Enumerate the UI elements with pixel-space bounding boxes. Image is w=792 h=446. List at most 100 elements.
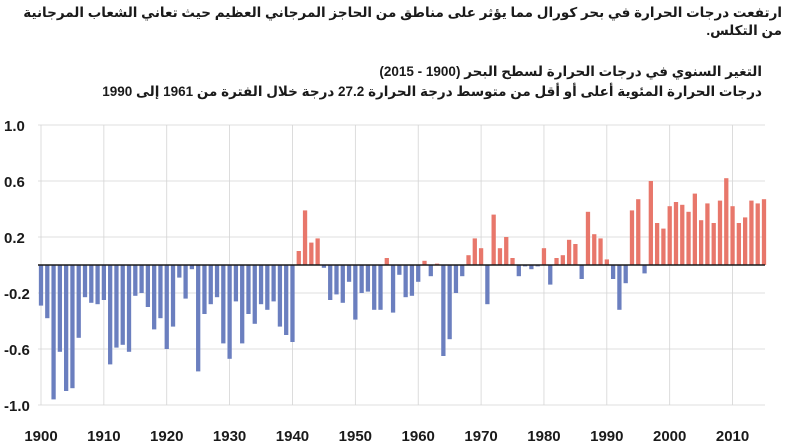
bar-1976	[516, 265, 521, 277]
x-tick-label: 1940	[276, 428, 309, 445]
bar-1933	[246, 265, 251, 314]
y-tick-label: -0.2	[4, 286, 30, 303]
bar-1969	[472, 238, 477, 265]
bar-2010	[730, 206, 735, 265]
bar-1938	[277, 265, 283, 327]
bar-1996	[642, 265, 647, 274]
x-axis-ticks: 1900 1910 1920 1930 1940 1950 1960 1970 1980 1990…	[24, 428, 749, 445]
bar-1914	[126, 265, 132, 352]
x-tick-label: 2000	[653, 428, 686, 445]
bar-1980	[541, 248, 547, 265]
bar-1929	[221, 265, 226, 344]
bar-1924	[189, 265, 195, 270]
x-tick-label: 2010	[716, 428, 749, 445]
bar-1931	[233, 265, 239, 302]
bar-2013	[749, 200, 754, 265]
x-tick-label: 1960	[402, 428, 435, 445]
bar-1989	[598, 238, 603, 265]
bar-1972	[491, 214, 496, 265]
bar-1988	[592, 234, 597, 265]
bar-1918	[152, 265, 157, 330]
bar-1964	[441, 265, 446, 356]
y-tick-label: 1.0	[4, 118, 25, 135]
bar-2011	[736, 223, 741, 265]
chart-subtitle: درجات الحرارة المئوية أعلى أو أقل من متو…	[102, 84, 762, 99]
bars-group	[38, 178, 767, 400]
bar-1947	[334, 265, 339, 295]
bar-1992	[617, 265, 622, 310]
bar-1904	[64, 265, 69, 391]
bar-1978	[529, 265, 534, 270]
bar-1965	[447, 265, 452, 340]
bar-1910	[101, 265, 107, 300]
bar-1927	[208, 265, 213, 305]
bar-1997	[648, 181, 653, 265]
bar-2001	[673, 202, 679, 265]
bar-1925	[196, 265, 201, 372]
bar-1940	[290, 265, 295, 342]
bar-1922	[177, 265, 182, 278]
bar-2000	[667, 206, 672, 265]
y-tick-label: 0.6	[4, 174, 25, 191]
y-axis-ticks: 1.0 0.6 0.2 -0.2 -0.6 -1.0	[4, 118, 30, 415]
bar-1946	[328, 265, 333, 300]
bar-1912	[114, 265, 119, 348]
bar-1903	[57, 265, 62, 352]
chart-title-block: التغير السنوي في درجات الحرارة لسطح البح…	[22, 62, 762, 102]
bar-2002	[680, 204, 685, 265]
bar-1995	[636, 199, 641, 265]
bar-1917	[145, 265, 151, 307]
bar-1960	[416, 265, 421, 282]
bar-1948	[340, 265, 345, 303]
bar-1930	[227, 265, 232, 359]
bar-1901	[45, 265, 50, 319]
bar-1911	[108, 265, 113, 365]
bar-1916	[139, 265, 144, 293]
bar-1943	[309, 242, 314, 265]
bar-1957	[397, 265, 402, 275]
bar-1959	[409, 265, 415, 296]
bar-1942	[302, 210, 308, 265]
bar-1970	[478, 248, 484, 265]
bar-1932	[240, 265, 245, 344]
bar-1986	[579, 265, 584, 279]
bar-1973	[497, 248, 503, 265]
bar-1919	[158, 265, 163, 319]
bar-1968	[466, 255, 471, 265]
bar-1906	[76, 265, 81, 338]
bar-1952	[365, 265, 371, 292]
bar-1984	[566, 239, 572, 265]
x-tick-label: 1920	[150, 428, 183, 445]
bar-1956	[390, 265, 396, 313]
bar-2006	[705, 203, 710, 265]
bar-1966	[453, 265, 459, 293]
bar-1950	[353, 265, 358, 320]
bar-2003	[686, 211, 691, 265]
bar-1981	[548, 265, 553, 285]
y-tick-label: 0.2	[4, 230, 25, 247]
bar-1962	[428, 265, 433, 277]
bar-1941	[296, 251, 301, 265]
x-tick-label: 1980	[527, 428, 560, 445]
bar-1915	[133, 265, 138, 296]
x-tick-label: 1910	[87, 428, 120, 445]
bar-1945	[321, 265, 327, 268]
bar-1923	[183, 265, 188, 299]
bar-1983	[560, 255, 565, 265]
bar-1907	[82, 265, 88, 298]
bar-1987	[585, 211, 591, 265]
bar-2015	[761, 199, 767, 265]
headline: ارتفعت درجات الحرارة في بحر كورال مما يؤ…	[23, 5, 782, 38]
bar-1991	[610, 265, 616, 279]
bar-1913	[120, 265, 125, 345]
x-tick-label: 1900	[24, 428, 57, 445]
x-tick-label: 1950	[339, 428, 372, 445]
y-tick-label: -1.0	[4, 398, 30, 415]
bar-2008	[717, 200, 723, 265]
bar-2004	[692, 193, 697, 265]
bar-1955	[384, 258, 389, 265]
bar-1909	[95, 265, 100, 305]
bar-1953	[372, 265, 377, 310]
bar-1935	[258, 265, 264, 305]
